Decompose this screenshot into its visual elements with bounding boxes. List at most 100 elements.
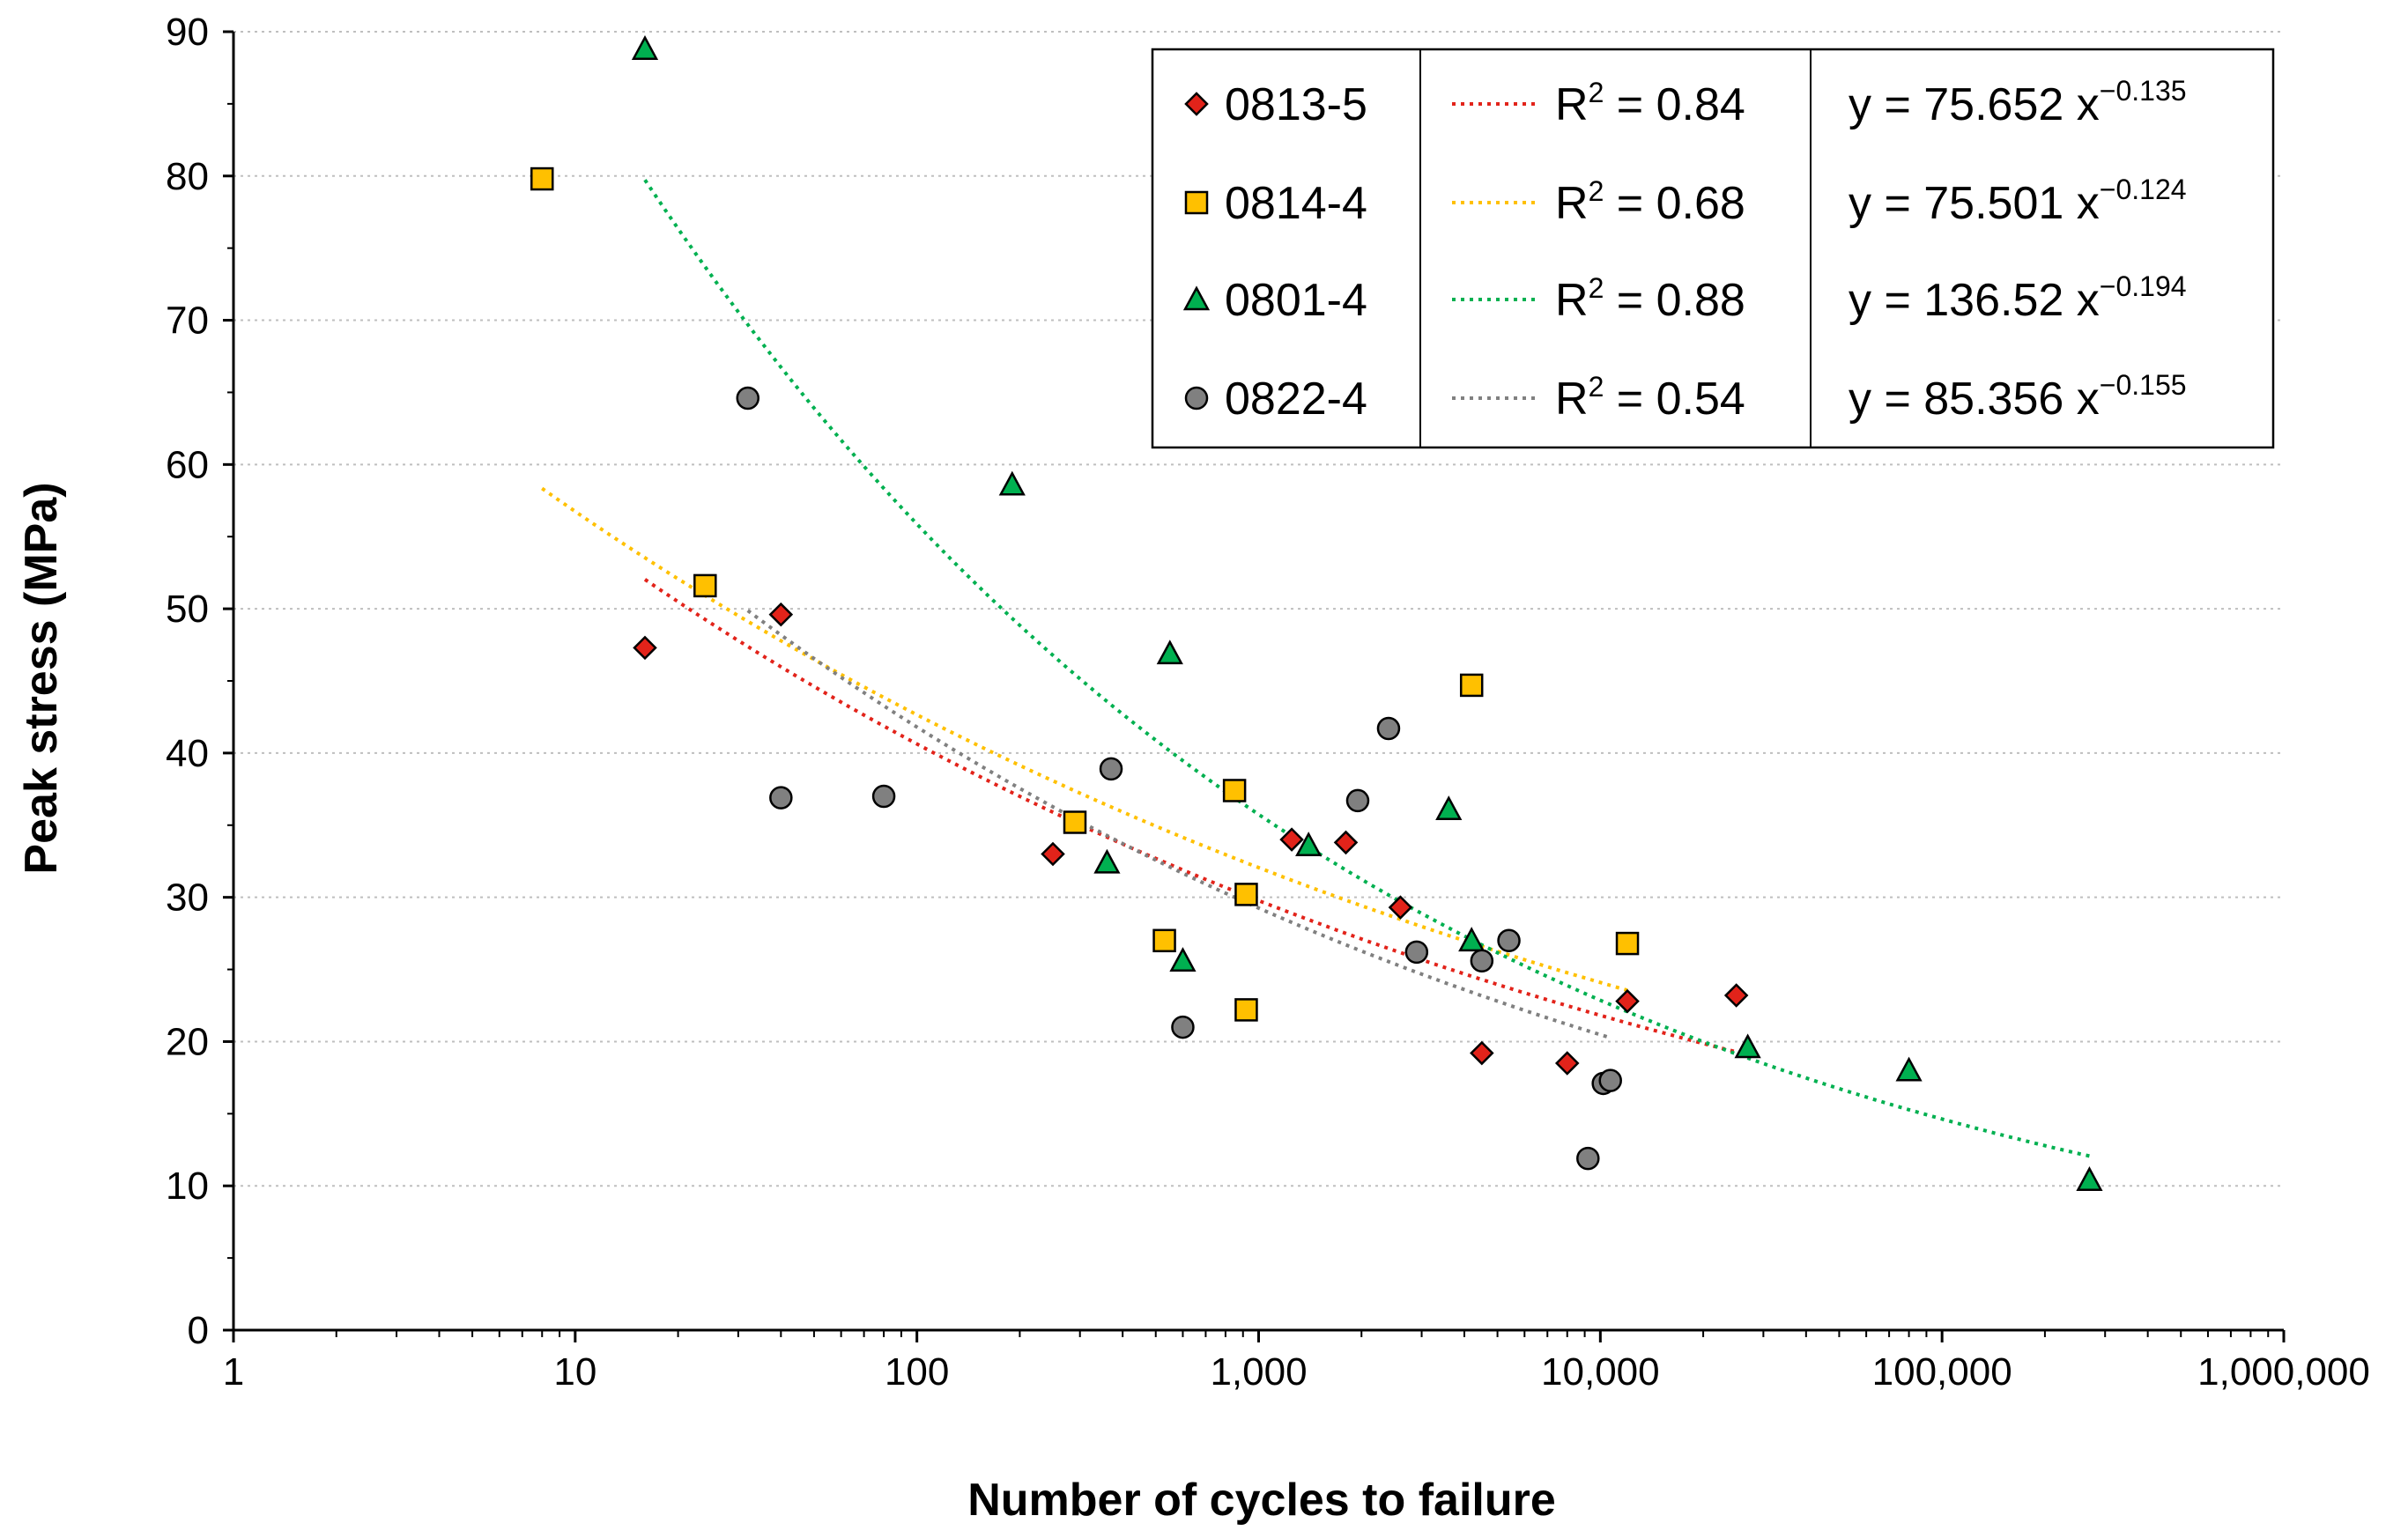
data-point-0813-5 xyxy=(1333,830,1359,855)
data-point-0801-4 xyxy=(1093,848,1121,874)
legend-equation-base: y = 85.356 x xyxy=(1849,373,2100,425)
legend-equation-base: y = 75.652 x xyxy=(1849,79,2100,130)
legend-series-name: 0822-4 xyxy=(1225,373,1367,425)
x-tick-label: 1,000 xyxy=(1210,1350,1307,1394)
legend-r2-value: = 0.88 xyxy=(1604,275,1745,326)
trendline-0801-4 xyxy=(643,179,2090,1158)
x-tick-label: 1 xyxy=(223,1350,244,1394)
legend-equation-exponent: −0.155 xyxy=(2100,369,2187,401)
legend-marker-0801-4 xyxy=(1182,285,1211,311)
data-point-0814-4 xyxy=(1063,810,1087,834)
legend-r2-value: = 0.54 xyxy=(1604,373,1745,425)
legend-equation-exponent: −0.194 xyxy=(2100,270,2187,302)
data-point-0801-4 xyxy=(1295,832,1323,857)
data-point-0813-5 xyxy=(768,602,794,627)
data-point-0814-4 xyxy=(1222,779,1247,802)
legend-r2-value: = 0.68 xyxy=(1604,178,1745,229)
data-point-0801-4 xyxy=(1156,640,1183,665)
legend-r2: R2 = 0.68 xyxy=(1555,175,1745,229)
y-axis-title: Peak stress (MPa) xyxy=(16,482,67,874)
data-point-0822-4 xyxy=(1345,788,1370,813)
data-point-0801-4 xyxy=(1435,795,1463,821)
data-point-0822-4 xyxy=(871,784,896,809)
legend-r2: R2 = 0.84 xyxy=(1555,77,1745,130)
data-point-0801-4 xyxy=(2076,1166,2103,1191)
data-point-0801-4 xyxy=(1895,1056,1923,1082)
data-point-0814-4 xyxy=(1615,931,1640,956)
y-tick-label: 70 xyxy=(166,299,209,343)
legend-equation: y = 75.652 x−0.135 xyxy=(1849,75,2187,130)
data-points xyxy=(530,35,2103,1191)
y-tick-label: 30 xyxy=(166,876,209,920)
data-point-0822-4 xyxy=(1376,716,1401,741)
x-tick-label: 1,000,000 xyxy=(2197,1350,2370,1394)
y-tick-label: 10 xyxy=(166,1165,209,1208)
legend-r2-label: R xyxy=(1555,275,1589,326)
y-tick-label: 20 xyxy=(166,1020,209,1063)
data-point-0822-4 xyxy=(1576,1146,1600,1171)
legend-r2: R2 = 0.54 xyxy=(1555,371,1745,425)
data-point-0813-5 xyxy=(1470,1040,1494,1066)
data-point-0801-4 xyxy=(631,35,659,60)
axes: 0 10 20 30 40 50 60 70 80 90 1 10 100 1,000 10,000 100,… xyxy=(166,11,2370,1394)
y-tick-label: 90 xyxy=(166,11,209,54)
data-point-0822-4 xyxy=(1598,1068,1622,1092)
legend-equation-base: y = 136.52 x xyxy=(1849,275,2100,326)
trendline-0813-5 xyxy=(643,578,1737,1054)
legend-equation-exponent: −0.124 xyxy=(2100,174,2187,205)
data-point-0813-5 xyxy=(633,635,657,661)
y-tick-label: 60 xyxy=(166,443,209,486)
legend-r2-value: = 0.84 xyxy=(1604,79,1745,130)
data-point-0801-4 xyxy=(1734,1033,1761,1059)
y-tick-label: 80 xyxy=(166,155,209,198)
legend-r2-superscript: 2 xyxy=(1589,272,1604,304)
data-point-0822-4 xyxy=(1404,940,1429,965)
data-point-0813-5 xyxy=(1041,841,1065,867)
legend-r2-label: R xyxy=(1555,178,1589,229)
legend-equation: y = 85.356 x−0.155 xyxy=(1849,369,2187,425)
data-point-0822-4 xyxy=(1099,757,1123,781)
data-point-0813-5 xyxy=(1279,827,1304,852)
legend-equation: y = 136.52 x−0.194 xyxy=(1849,270,2187,326)
data-point-0814-4 xyxy=(1459,673,1484,698)
x-tick-label: 10 xyxy=(553,1350,596,1394)
data-point-0814-4 xyxy=(1152,928,1176,953)
legend-marker-0813-5 xyxy=(1184,92,1209,116)
data-point-0801-4 xyxy=(1458,927,1486,952)
legend-r2-superscript: 2 xyxy=(1589,77,1604,108)
y-tick-label: 0 xyxy=(188,1309,209,1352)
data-point-0822-4 xyxy=(1470,949,1494,972)
data-point-0822-4 xyxy=(736,386,759,410)
data-point-0813-5 xyxy=(1554,1051,1580,1076)
y-tick-label: 40 xyxy=(166,732,209,775)
trendline-0822-4 xyxy=(746,609,1609,1039)
y-tick-label: 50 xyxy=(166,588,209,631)
legend-r2-label: R xyxy=(1555,373,1589,425)
legend-equation: y = 75.501 x−0.124 xyxy=(1849,174,2187,229)
legend-series-name: 0814-4 xyxy=(1225,178,1367,229)
data-point-0813-5 xyxy=(1388,895,1413,920)
data-point-0814-4 xyxy=(1234,883,1258,906)
legend-box xyxy=(1151,48,2275,449)
x-axis-title: Number of cycles to failure xyxy=(967,1475,1556,1526)
legend-r2-label: R xyxy=(1555,79,1589,130)
data-point-0822-4 xyxy=(1497,928,1521,953)
data-point-0814-4 xyxy=(1234,998,1258,1022)
legend-series-name: 0801-4 xyxy=(1225,275,1367,326)
data-point-0814-4 xyxy=(530,166,554,191)
data-point-0813-5 xyxy=(1723,983,1749,1008)
legend-marker-0814-4 xyxy=(1184,190,1209,215)
data-point-0801-4 xyxy=(998,470,1026,496)
data-point-0801-4 xyxy=(1169,947,1197,972)
data-point-0822-4 xyxy=(769,786,793,810)
legend-r2-superscript: 2 xyxy=(1589,371,1604,403)
legend-r2-superscript: 2 xyxy=(1589,175,1604,207)
data-point-0813-5 xyxy=(1615,988,1640,1014)
legend-equation-base: y = 75.501 x xyxy=(1849,178,2100,229)
trendlines xyxy=(541,179,2090,1158)
legend-r2: R2 = 0.88 xyxy=(1555,272,1745,326)
x-tick-label: 100,000 xyxy=(1872,1350,2012,1394)
data-point-0814-4 xyxy=(693,573,717,598)
